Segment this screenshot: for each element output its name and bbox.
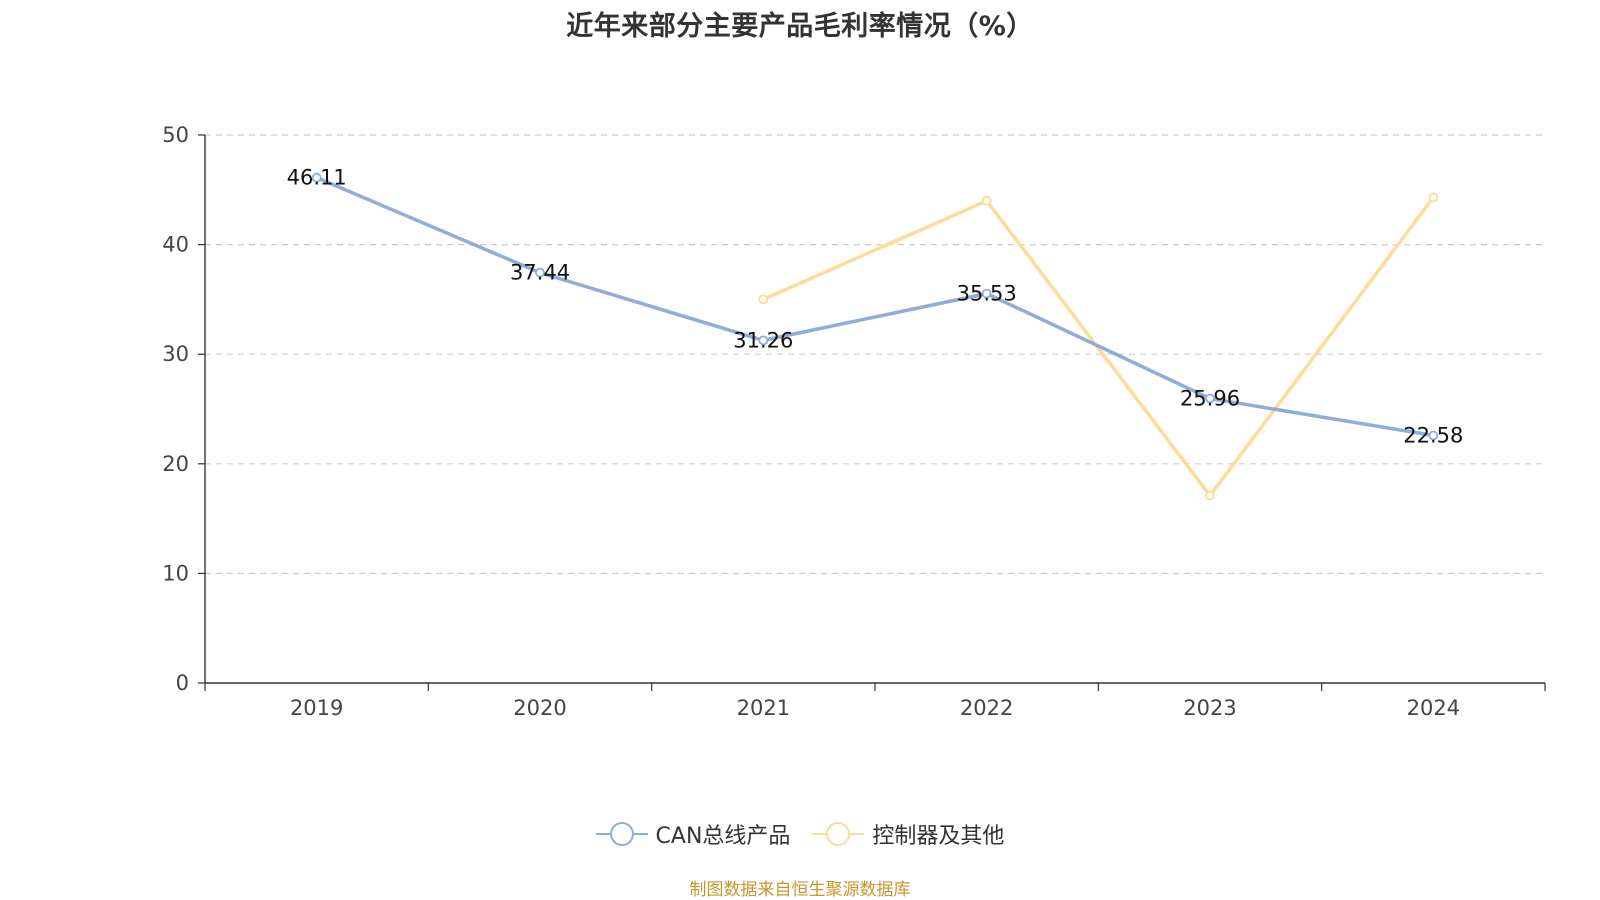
x-tick-label-2023: 2023 [1183, 696, 1236, 720]
y-tick-label-40: 40 [162, 233, 189, 257]
x-tick-label-2020: 2020 [513, 696, 566, 720]
data-label-s0-2021: 31.26 [733, 328, 793, 352]
data-point-s1-2023 [1205, 490, 1215, 501]
data-source-note: 制图数据来自恒生聚源数据库 [689, 880, 911, 900]
data-point-s0-2021 [758, 335, 769, 346]
x-tick-label-2024: 2024 [1407, 696, 1460, 720]
x-tick-label-2021: 2021 [737, 696, 790, 720]
legend-label-can-bus: CAN总线产品 [655, 824, 791, 849]
data-label-s0-2022: 35.53 [957, 282, 1017, 306]
data-label-s0-2024: 22.58 [1403, 424, 1463, 448]
data-point-s0-2022 [981, 288, 992, 299]
legend-symbol-can-bus [595, 821, 648, 847]
data-point-s0-2023 [1205, 393, 1215, 404]
data-point-s1-2024 [1428, 192, 1439, 203]
y-tick-label-0: 0 [176, 671, 189, 695]
legend-label-controller: 控制器及其他 [872, 824, 1005, 849]
data-label-s0-2020: 37.44 [510, 261, 570, 285]
legend-item-controller[interactable]: 控制器及其他 [812, 818, 1004, 850]
y-tick-label-10: 10 [162, 561, 189, 585]
chart-title: 近年来部分主要产品毛利率情况（%） [566, 11, 1034, 42]
data-point-s1-2021 [758, 294, 769, 305]
legend-item-can-bus[interactable]: CAN总线产品 [595, 818, 791, 850]
data-label-s0-2019: 46.11 [287, 166, 347, 190]
legend-symbol-controller [812, 821, 865, 847]
data-label-s0-2023: 25.96 [1180, 386, 1240, 410]
y-tick-label-20: 20 [162, 452, 189, 476]
data-point-s0-2024 [1428, 430, 1439, 441]
series-line-1 [761, 195, 1436, 498]
data-point-s0-2019 [311, 172, 322, 183]
data-point-s0-2020 [535, 267, 545, 278]
series-line-0 [314, 175, 1436, 438]
y-tick-label-50: 50 [162, 123, 189, 147]
data-point-s1-2022 [981, 195, 992, 206]
legend: CAN总线产品 控制器及其他 [0, 818, 1600, 850]
x-tick-label-2022: 2022 [960, 696, 1013, 720]
y-tick-label-30: 30 [162, 342, 189, 366]
x-tick-label-2019: 2019 [290, 696, 343, 720]
